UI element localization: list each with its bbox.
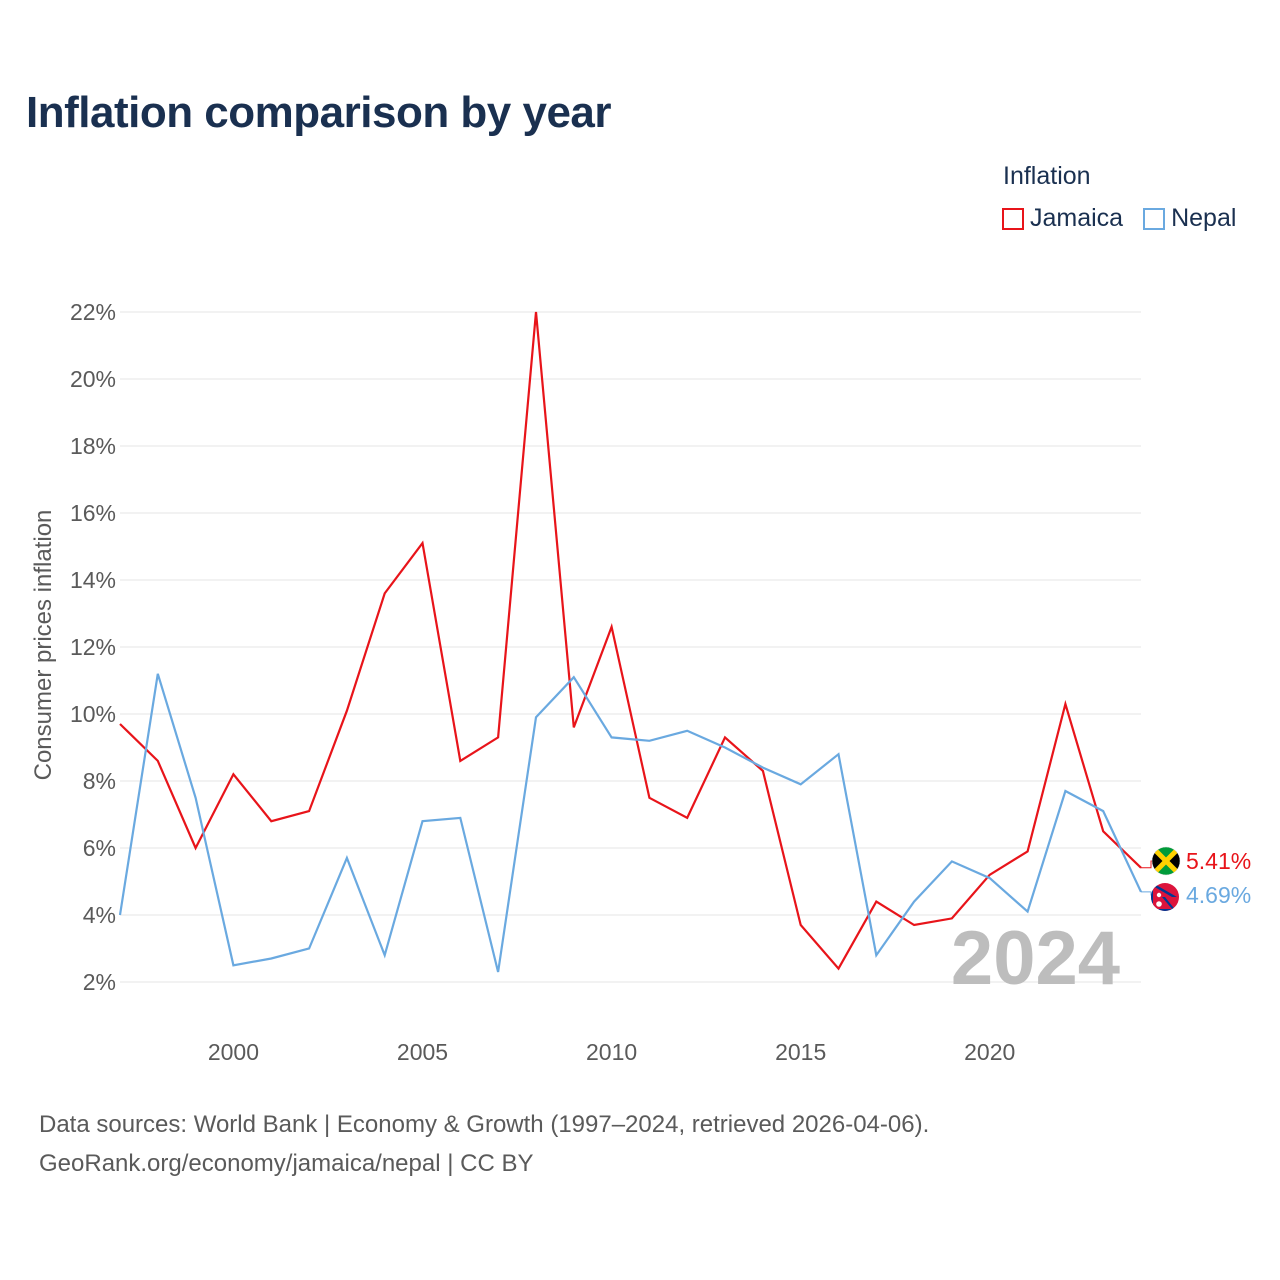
x-tick-label: 2005: [397, 1039, 448, 1065]
y-tick-label: 8%: [83, 768, 116, 794]
legend-swatch-jamaica: [1002, 207, 1024, 230]
y-axis-label: Consumer prices inflation: [30, 510, 57, 781]
x-tick-label: 2000: [208, 1039, 259, 1065]
end-label-nepal: 4.69%: [1186, 882, 1251, 908]
source-note: Data sources: World Bank | Economy & Gro…: [39, 1105, 929, 1183]
y-tick-label: 4%: [83, 902, 116, 928]
y-tick-label: 20%: [70, 366, 116, 392]
legend-item-jamaica[interactable]: Jamaica: [1002, 204, 1123, 233]
source-line-2[interactable]: GeoRank.org/economy/jamaica/nepal | CC B…: [39, 1150, 534, 1177]
y-tick-label: 6%: [83, 835, 116, 861]
legend-swatch-nepal: [1143, 207, 1166, 230]
series-line-nepal[interactable]: [118, 673, 1142, 973]
series-line-jamaica[interactable]: [119, 311, 1142, 971]
x-tick-labels: 2000 2005 2010 2015 2020: [208, 1039, 1015, 1065]
y-tick-label: 10%: [70, 701, 116, 727]
end-labels: 5.41% 4.69%: [1141, 848, 1251, 908]
y-tick-label: 22%: [70, 299, 116, 325]
y-tick-label: 12%: [70, 634, 116, 660]
end-label-jamaica: 5.41%: [1186, 848, 1251, 874]
legend-label-jamaica: Jamaica: [1030, 204, 1124, 232]
legend: Jamaica Nepal: [1002, 204, 1236, 233]
y-tick-label: 14%: [70, 567, 116, 593]
series-layer: [118, 311, 1142, 973]
jamaica-flag-icon: [1151, 846, 1181, 876]
year-watermark: 2024: [951, 916, 1120, 1001]
y-tick-labels: 2% 4% 6% 8% 10% 12% 14% 16% 18% 20% 22%: [70, 299, 116, 995]
source-line-1: Data sources: World Bank | Economy & Gro…: [39, 1111, 930, 1138]
grid-layer: [120, 311, 1141, 983]
legend-title: Inflation: [1003, 162, 1091, 190]
y-tick-label: 18%: [70, 433, 116, 459]
x-tick-label: 2015: [775, 1039, 826, 1065]
x-tick-label: 2010: [586, 1039, 637, 1065]
legend-label-nepal: Nepal: [1171, 204, 1237, 232]
y-tick-label: 16%: [70, 500, 116, 526]
nepal-flag-icon: [1151, 883, 1179, 911]
legend-item-nepal[interactable]: Nepal: [1143, 204, 1236, 233]
y-tick-label: 2%: [83, 969, 116, 995]
chart-title: Inflation comparison by year: [26, 88, 612, 137]
x-tick-label: 2020: [964, 1039, 1015, 1065]
